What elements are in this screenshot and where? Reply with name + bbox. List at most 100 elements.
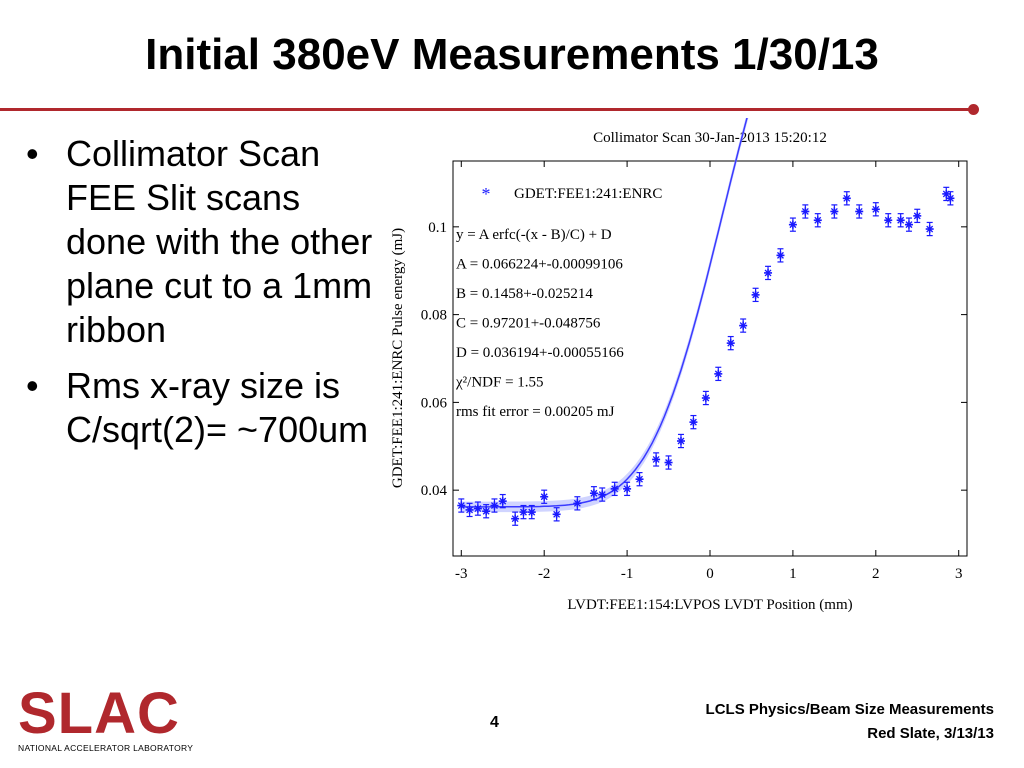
data-point-d2 bbox=[872, 205, 880, 213]
data-point-d2 bbox=[855, 208, 863, 215]
data-point bbox=[904, 220, 913, 229]
data-point-d2 bbox=[905, 221, 913, 229]
data-point bbox=[573, 499, 582, 508]
data-point-d2 bbox=[528, 508, 536, 516]
fit-text-line: D = 0.036194+-0.00055166 bbox=[456, 345, 624, 361]
logo-subtext: NATIONAL ACCELERATOR LABORATORY bbox=[18, 743, 194, 753]
data-point-d2 bbox=[913, 212, 921, 220]
chart-svg: Collimator Scan 30-Jan-2013 15:20:12 -3 -… bbox=[390, 118, 968, 613]
data-point bbox=[764, 268, 773, 277]
data-point bbox=[610, 484, 619, 493]
data-point bbox=[473, 504, 482, 513]
footer-credits: LCLS Physics/Beam Size Measurements Red … bbox=[706, 698, 994, 746]
data-point-d2 bbox=[727, 339, 735, 347]
slac-logo: SLAC NATIONAL ACCELERATOR LABORATORY bbox=[18, 681, 194, 754]
data-point-d2 bbox=[677, 437, 685, 445]
data-point bbox=[482, 507, 491, 516]
plot-frame bbox=[452, 160, 968, 557]
divider-end-dot bbox=[968, 104, 979, 115]
data-point bbox=[519, 508, 528, 517]
fit-text-line: rms fit error = 0.00205 mJ bbox=[456, 404, 615, 420]
data-point-d2 bbox=[739, 322, 747, 330]
data-point bbox=[701, 394, 710, 402]
data-point bbox=[511, 514, 520, 523]
data-point-d2 bbox=[801, 208, 809, 215]
x-tick-label: -3 bbox=[455, 566, 468, 582]
data-point-d2 bbox=[490, 502, 498, 509]
data-point-d2 bbox=[843, 194, 851, 202]
chart-title: Collimator Scan 30-Jan-2013 15:20:12 bbox=[593, 130, 827, 146]
logo-word: SLAC bbox=[18, 681, 180, 746]
x-tick-label: -1 bbox=[621, 566, 634, 582]
bullet-list: • Collimator Scan FEE Slit scans done wi… bbox=[26, 132, 376, 464]
data-point bbox=[801, 207, 810, 216]
fit-text-line: B = 0.1458+-0.025214 bbox=[456, 286, 593, 302]
data-point-d2 bbox=[636, 475, 643, 483]
data-point-d2 bbox=[466, 506, 474, 514]
data-point bbox=[896, 216, 905, 225]
data-point bbox=[498, 497, 507, 506]
data-point-d2 bbox=[482, 507, 490, 515]
data-point bbox=[540, 492, 549, 501]
y-tick-label: 0.06 bbox=[421, 395, 448, 411]
bullet-item: • Rms x-ray size is C/sqrt(2)= ~700um bbox=[26, 364, 376, 452]
y-tick-label: 0.08 bbox=[421, 308, 447, 324]
data-point bbox=[813, 216, 822, 225]
data-point bbox=[635, 475, 644, 484]
data-point bbox=[946, 194, 955, 203]
fit-curve bbox=[461, 118, 748, 508]
x-tick-label: 2 bbox=[872, 566, 880, 582]
legend: * GDET:FEE1:241:ENRC bbox=[482, 184, 663, 204]
data-point bbox=[623, 484, 632, 493]
legend-marker: * bbox=[482, 184, 491, 204]
data-point bbox=[788, 220, 797, 229]
y-axis-label: GDET:FEE1:241:ENRC Pulse energy (mJ) bbox=[390, 228, 406, 488]
data-point bbox=[830, 207, 839, 216]
data-point-d2 bbox=[598, 491, 606, 499]
data-point bbox=[465, 505, 474, 514]
x-tick-label: 0 bbox=[706, 566, 714, 582]
data-point-d2 bbox=[457, 502, 465, 509]
data-point bbox=[925, 225, 934, 234]
data-point-d2 bbox=[702, 394, 710, 402]
x-axis-label: LVDT:FEE1:154:LVPOS LVDT Position (mm) bbox=[567, 597, 852, 613]
data-point-d2 bbox=[553, 510, 561, 518]
data-point bbox=[714, 369, 723, 378]
data-point bbox=[552, 510, 561, 519]
data-point bbox=[726, 339, 735, 348]
title-divider bbox=[0, 108, 972, 111]
fit-text-line: y = A erfc(-(x - B)/C) + D bbox=[456, 227, 612, 243]
slide-title: Initial 380eV Measurements 1/30/13 bbox=[145, 30, 879, 79]
data-point-d2 bbox=[764, 269, 772, 277]
fit-parameters: y = A erfc(-(x - B)/C) + D A = 0.066224+-… bbox=[455, 227, 624, 420]
data-point-d2 bbox=[474, 505, 482, 513]
fit-text-line: A = 0.066224+-0.00099106 bbox=[456, 257, 623, 273]
fit-text-line: C = 0.97201+-0.048756 bbox=[456, 316, 601, 332]
data-point-d2 bbox=[946, 194, 954, 202]
data-point-d2 bbox=[789, 221, 797, 229]
data-point bbox=[652, 455, 661, 464]
data-point-d2 bbox=[611, 485, 619, 493]
data-point bbox=[598, 490, 607, 499]
page-number: 4 bbox=[490, 714, 499, 731]
data-point-d2 bbox=[814, 216, 822, 224]
data-point-d2 bbox=[714, 370, 722, 378]
y-tick-label: 0.1 bbox=[428, 220, 447, 236]
x-tick-label: -2 bbox=[538, 566, 551, 582]
fit-text-line: χ²/NDF = 1.55 bbox=[455, 375, 544, 391]
data-point-d2 bbox=[573, 499, 581, 507]
data-point-d2 bbox=[884, 216, 892, 224]
data-point-d2 bbox=[752, 291, 760, 299]
data-point-d2 bbox=[540, 493, 548, 501]
data-point-d2 bbox=[511, 515, 519, 523]
data-point-d2 bbox=[520, 508, 527, 516]
bullet-text: Collimator Scan FEE Slit scans done with… bbox=[66, 133, 373, 350]
data-point bbox=[776, 251, 785, 260]
data-point-d2 bbox=[623, 485, 631, 493]
data-point bbox=[884, 216, 893, 225]
footer-line-1: LCLS Physics/Beam Size Measurements bbox=[705, 701, 994, 718]
data-point bbox=[739, 321, 748, 330]
data-point-d2 bbox=[926, 225, 934, 233]
bullet-dot: • bbox=[26, 133, 39, 174]
data-point bbox=[490, 501, 499, 510]
